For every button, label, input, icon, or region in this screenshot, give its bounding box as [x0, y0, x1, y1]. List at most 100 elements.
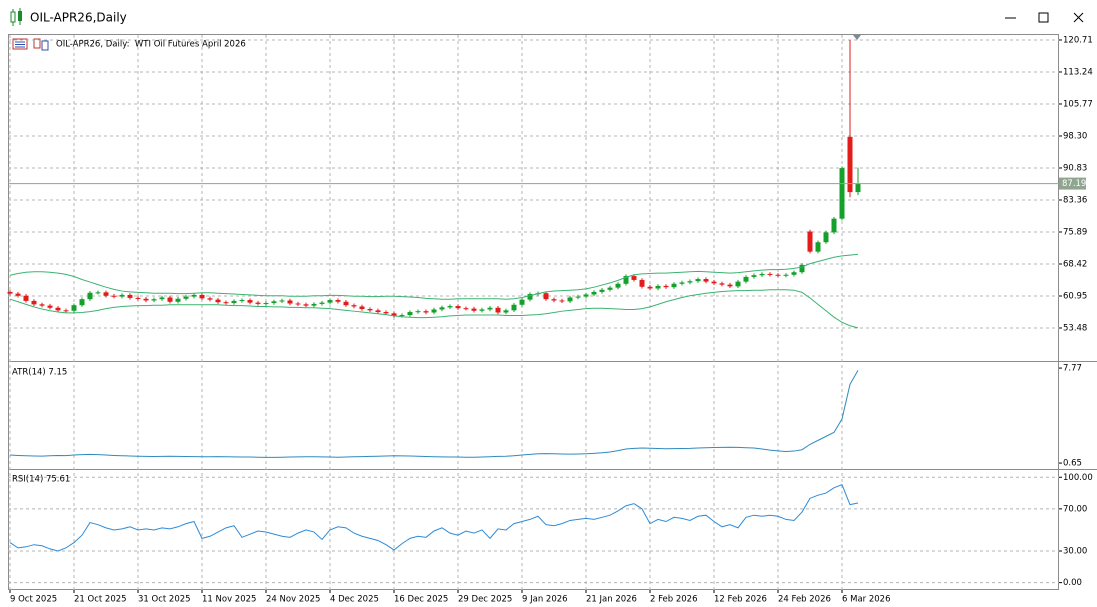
candle-body	[159, 297, 165, 300]
close-button[interactable]	[1064, 4, 1094, 30]
candle-body	[639, 279, 645, 287]
candle-body	[79, 299, 85, 306]
y-tick-label: 0.65	[1063, 459, 1082, 469]
candle-body	[567, 297, 573, 302]
candle-body	[647, 286, 653, 289]
candle-body	[455, 306, 461, 309]
candle-body	[727, 284, 733, 287]
candle-body	[439, 307, 445, 310]
candle-body	[575, 296, 581, 298]
candle-body	[135, 297, 141, 299]
candle-body	[87, 292, 93, 300]
y-tick-label: 75.89	[1063, 227, 1087, 237]
candle-body	[303, 304, 309, 306]
minimize-button[interactable]	[996, 4, 1026, 30]
candle-body	[719, 283, 725, 285]
x-tick-label: 24 Feb 2026	[778, 595, 831, 605]
candle-body	[807, 231, 813, 252]
candle-body	[47, 305, 53, 308]
candle-body	[599, 289, 605, 292]
candle-body	[7, 291, 13, 294]
candle-body	[399, 315, 405, 317]
candle-body	[463, 308, 469, 310]
last-price-box	[1059, 177, 1086, 190]
y-tick-label: 53.48	[1063, 323, 1087, 333]
maximize-button[interactable]	[1030, 4, 1060, 30]
y-tick-label: 7.77	[1063, 364, 1082, 374]
candle-body	[415, 311, 421, 313]
candle-body	[351, 305, 357, 307]
candle-body	[167, 297, 173, 302]
x-tick-label: 4 Dec 2025	[330, 595, 379, 605]
candle-body	[799, 264, 805, 273]
x-tick-label: 9 Oct 2025	[10, 595, 57, 605]
candle-body	[31, 300, 37, 305]
y-tick-label: 83.36	[1063, 195, 1087, 205]
last-bar-marker	[853, 35, 861, 40]
candle-body	[759, 273, 765, 276]
candle-body	[479, 309, 485, 311]
x-tick-label: 12 Feb 2026	[714, 595, 767, 605]
chart-frame	[8, 34, 1059, 590]
x-tick-label: 16 Dec 2025	[394, 595, 448, 605]
pane-title: OIL-APR26, Daily: WTI Oil Futures April …	[56, 40, 246, 50]
candle-body	[15, 293, 21, 296]
candle-body	[223, 302, 229, 304]
y-tick-label: 100.00	[1063, 473, 1093, 483]
candle-body	[95, 292, 101, 294]
x-tick-label: 24 Nov 2025	[266, 595, 320, 605]
pane-title: RSI(14) 75.61	[12, 475, 70, 485]
candle-body	[383, 312, 389, 314]
window-icon	[10, 8, 22, 26]
y-tick-label: 68.42	[1063, 259, 1087, 269]
candle-body	[743, 276, 749, 282]
candle-body	[359, 306, 365, 310]
candle-body	[103, 292, 109, 296]
y-tick-label: 70.00	[1063, 504, 1087, 514]
candle-body	[271, 301, 277, 304]
candle-body	[239, 300, 245, 302]
candle-body	[175, 298, 181, 302]
candle-body	[527, 294, 533, 300]
candle-body	[839, 168, 845, 219]
bollinger-band	[9, 253, 859, 300]
candle-body	[775, 274, 781, 276]
candle-body	[367, 309, 373, 311]
candle-body	[295, 303, 301, 305]
candle-body	[423, 311, 429, 313]
candle-body	[327, 300, 333, 303]
candle-body	[503, 310, 509, 313]
candle-body	[687, 281, 693, 283]
x-tick-label: 29 Dec 2025	[458, 595, 512, 605]
candle-body	[751, 275, 757, 277]
candle-body	[735, 281, 741, 287]
candle-body	[783, 274, 789, 276]
candle-body	[495, 307, 501, 313]
candle-body	[655, 285, 661, 289]
x-tick-label: 31 Oct 2025	[138, 595, 191, 605]
candle-body	[447, 306, 453, 308]
title-bar	[0, 0, 1097, 34]
x-tick-label: 6 Mar 2026	[842, 595, 890, 605]
y-tick-label: 105.77	[1063, 99, 1093, 109]
candle-body	[71, 305, 77, 311]
candle-body	[311, 303, 317, 306]
indicator-line	[9, 483, 859, 552]
candle-body	[695, 279, 701, 282]
candle-body	[143, 298, 149, 301]
candle-body	[247, 300, 253, 303]
indicator-line	[9, 370, 859, 458]
candle-body	[631, 276, 637, 280]
candle-body	[559, 300, 565, 302]
candle-body	[263, 303, 269, 305]
candle-body	[823, 232, 829, 243]
pane-title: ATR(14) 7.15	[12, 368, 67, 378]
candle-body	[815, 242, 821, 252]
candle-body	[471, 308, 477, 311]
candle-body	[671, 283, 677, 288]
candle-body	[623, 276, 629, 284]
candle-body	[119, 294, 125, 297]
candle-body	[407, 312, 413, 316]
candle-body	[551, 299, 557, 301]
